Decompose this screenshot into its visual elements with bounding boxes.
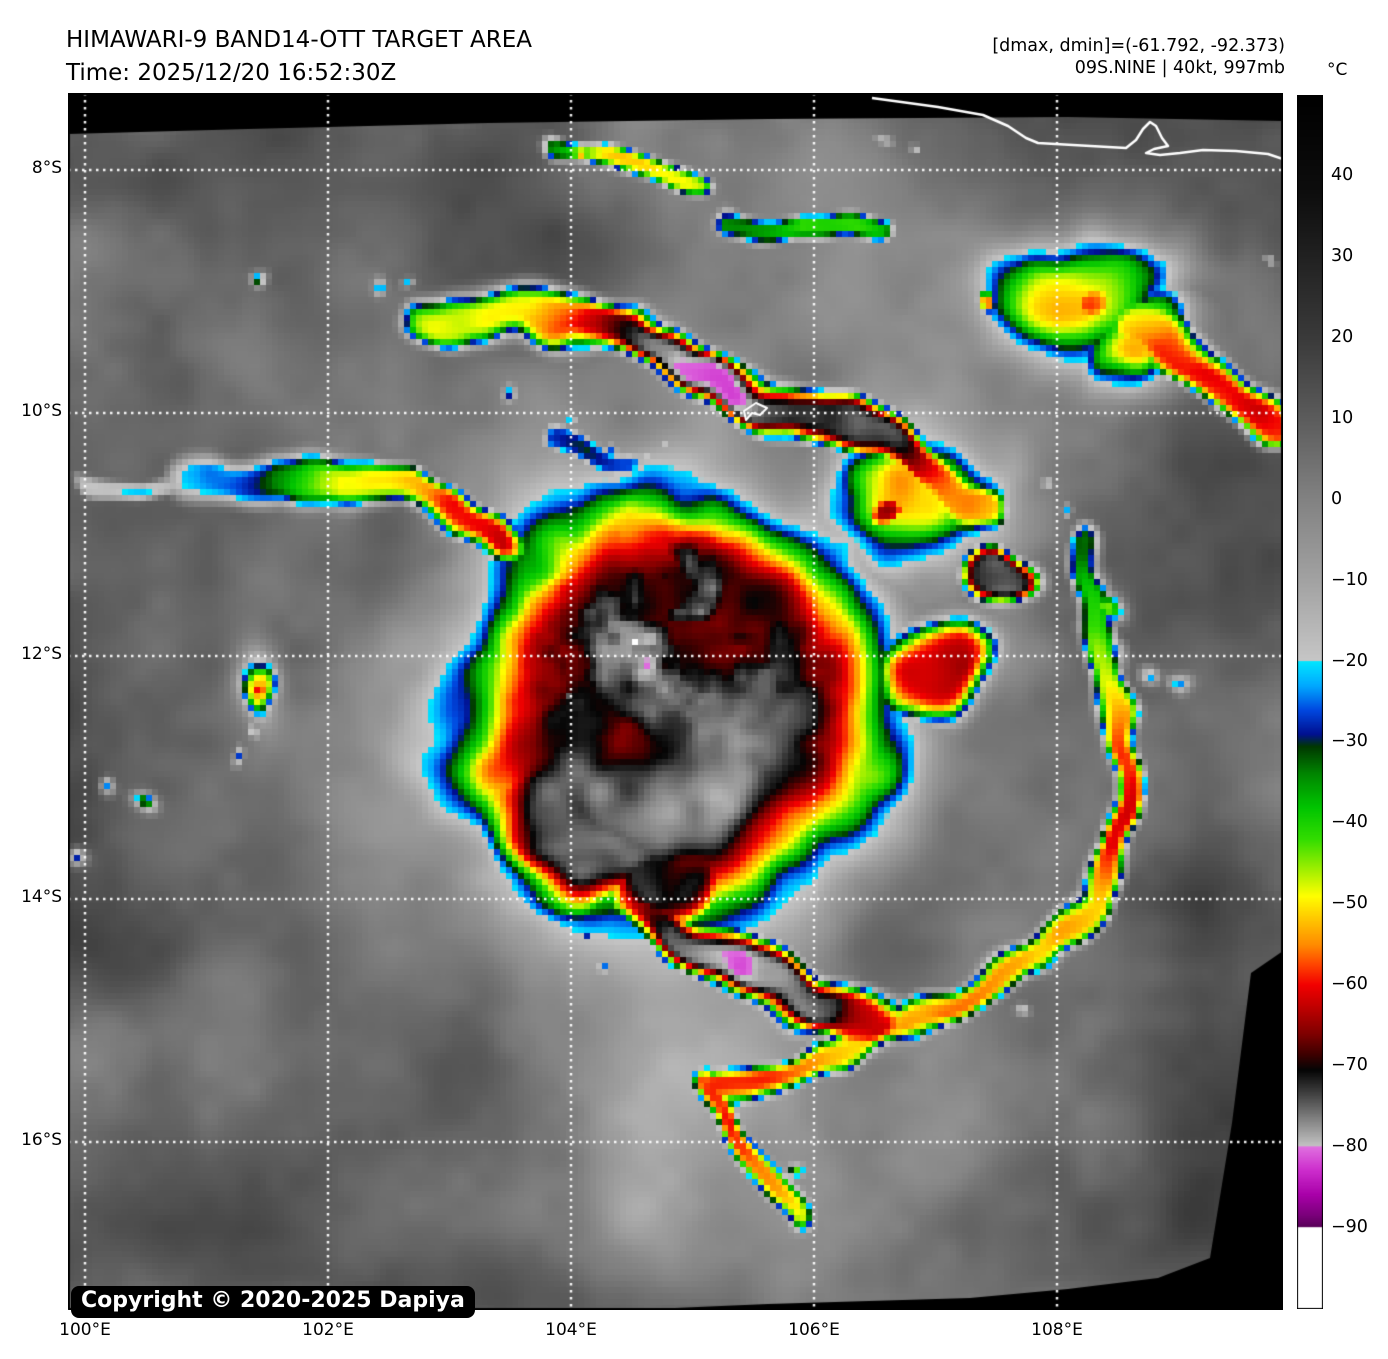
lat-tick-label: 8°S [31, 158, 62, 178]
colorbar-tick-label: −50 [1331, 893, 1368, 914]
colorbar-tick-label: −60 [1331, 974, 1368, 995]
lat-tick-label: 10°S [21, 401, 62, 421]
satellite-image-canvas [68, 93, 1283, 1310]
lon-tick-label: 108°E [1031, 1320, 1083, 1340]
colorbar-tick-label: 10 [1331, 407, 1354, 428]
satellite-map: Copyright © 2020-2025 Dapiya [68, 93, 1283, 1318]
title-block: HIMAWARI-9 BAND14-OTT TARGET AREA Time: … [66, 24, 532, 90]
lon-tick-label: 104°E [545, 1320, 597, 1340]
lat-tick-label: 12°S [21, 644, 62, 664]
colorbar-unit-label: °C [1327, 60, 1348, 80]
lon-tick-label: 102°E [302, 1320, 354, 1340]
colorbar-tick-label: −20 [1331, 650, 1368, 671]
copyright-badge: Copyright © 2020-2025 Dapiya [71, 1286, 475, 1318]
colorbar-tick-label: 30 [1331, 245, 1354, 266]
dmax-dmin-readout: [dmax, dmin]=(-61.792, -92.373) [992, 36, 1285, 56]
lat-tick-label: 14°S [21, 887, 62, 907]
product-time: Time: 2025/12/20 16:52:30Z [66, 60, 397, 86]
colorbar-tick-label: −90 [1331, 1217, 1368, 1238]
colorbar-tick-label: −80 [1331, 1136, 1368, 1157]
colorbar-tick-label: −30 [1331, 731, 1368, 752]
colorbar-tick-label: 40 [1331, 164, 1354, 185]
product-title: HIMAWARI-9 BAND14-OTT TARGET AREA [66, 27, 533, 53]
lon-tick-label: 100°E [59, 1320, 111, 1340]
lat-tick-label: 16°S [21, 1130, 62, 1150]
storm-info: 09S.NINE | 40kt, 997mb [1074, 57, 1285, 78]
header-right-block: [dmax, dmin]=(-61.792, -92.373) 09S.NINE… [992, 36, 1285, 79]
colorbar-tick-label: −70 [1331, 1055, 1368, 1076]
temperature-colorbar [1297, 95, 1323, 1309]
colorbar-tick-label: 20 [1331, 326, 1354, 347]
colorbar-tick-label: −40 [1331, 812, 1368, 833]
colorbar-tick-label: −10 [1331, 569, 1368, 590]
colorbar-tick-label: 0 [1331, 488, 1343, 509]
lon-tick-label: 106°E [788, 1320, 840, 1340]
